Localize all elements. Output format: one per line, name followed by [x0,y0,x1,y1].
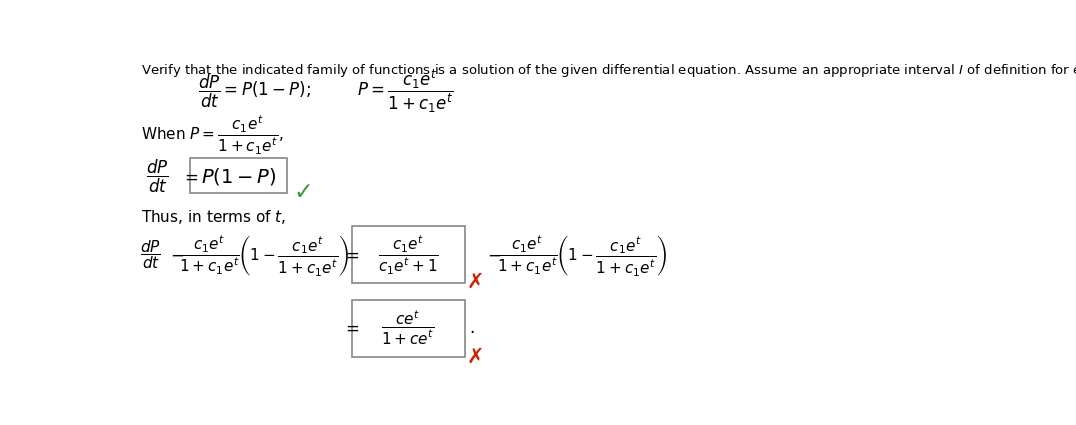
FancyBboxPatch shape [352,226,465,283]
Text: $\dfrac{c_1e^t}{c_1e^t + 1}$: $\dfrac{c_1e^t}{c_1e^t + 1}$ [378,233,439,277]
Text: $\left(1 - \dfrac{c_1e^t}{1 + c_1e^{t}}\right)$: $\left(1 - \dfrac{c_1e^t}{1 + c_1e^{t}}\… [557,232,667,278]
Text: $\dfrac{dP}{dt}$: $\dfrac{dP}{dt}$ [140,239,160,272]
Text: $=$: $=$ [342,246,359,264]
Text: ✓: ✓ [294,180,313,204]
Text: When $P = \dfrac{c_1e^t}{1 + c_1e^{t}},$: When $P = \dfrac{c_1e^t}{1 + c_1e^{t}},$ [141,114,283,158]
Text: $\dfrac{c_1e^t}{1 + c_1e^{t}}$: $\dfrac{c_1e^t}{1 + c_1e^{t}}$ [180,233,240,277]
Text: $-$: $-$ [170,246,184,264]
Text: $P = \dfrac{c_1e^t}{1 + c_1e^t}$: $P = \dfrac{c_1e^t}{1 + c_1e^t}$ [357,67,454,115]
Text: $=$: $=$ [342,319,359,337]
Text: $\dfrac{ce^t}{1 + ce^t}$: $\dfrac{ce^t}{1 + ce^t}$ [381,309,435,347]
Text: $-$: $-$ [487,246,501,264]
Text: $\dfrac{dP}{dt} = P(1 - P);$: $\dfrac{dP}{dt} = P(1 - P);$ [198,72,311,110]
Text: $\left(1 - \dfrac{c_1e^t}{1 + c_1e^{t}}\right)$: $\left(1 - \dfrac{c_1e^t}{1 + c_1e^{t}}\… [239,232,350,278]
Text: $P(1 - P)$: $P(1 - P)$ [200,166,277,187]
Text: ✗: ✗ [466,272,484,292]
Text: $\dfrac{c_1e^t}{1 + c_1e^{t}}$: $\dfrac{c_1e^t}{1 + c_1e^{t}}$ [497,233,558,277]
Text: $.$: $.$ [469,319,475,337]
Text: Verify that the indicated family of functions is a solution of the given differe: Verify that the indicated family of func… [141,62,1076,79]
FancyBboxPatch shape [189,158,287,193]
Text: $\dfrac{dP}{dt}$: $\dfrac{dP}{dt}$ [146,158,169,195]
Text: ✗: ✗ [466,347,484,367]
Text: Thus, in terms of $t,$: Thus, in terms of $t,$ [141,207,286,226]
Text: $=$: $=$ [181,167,198,185]
FancyBboxPatch shape [352,300,465,357]
